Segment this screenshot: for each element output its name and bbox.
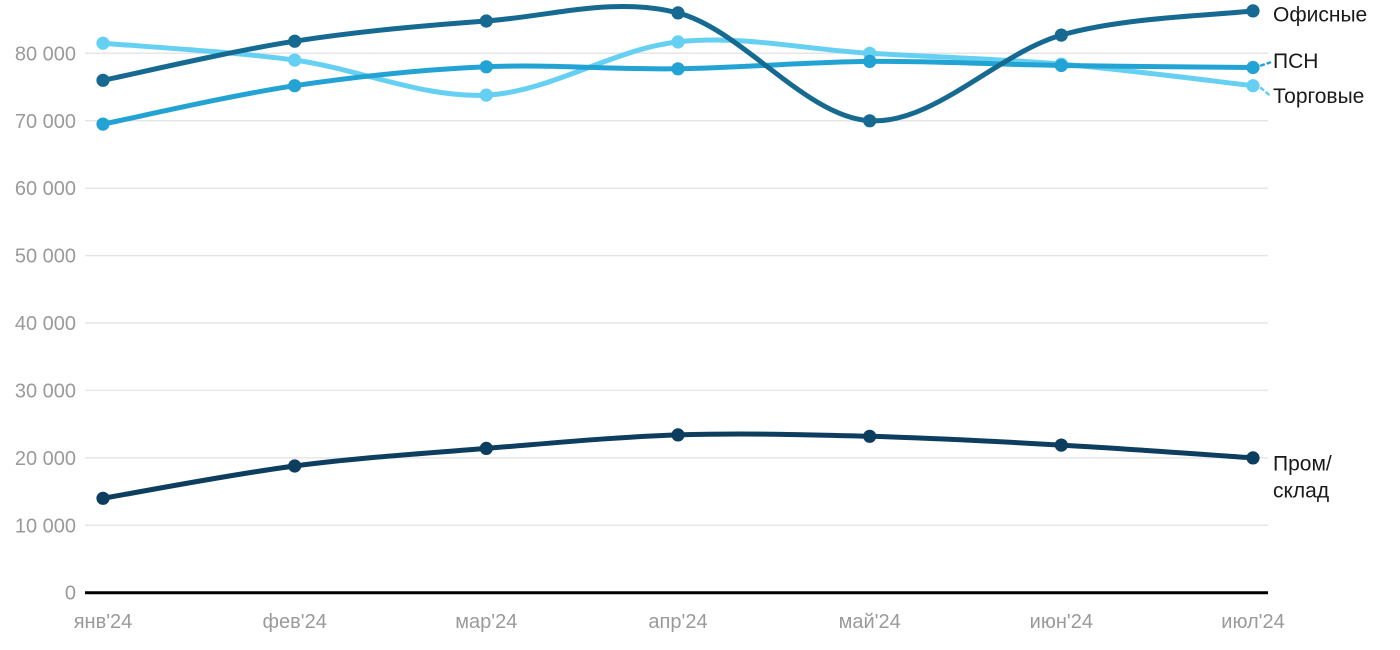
data-point[interactable] <box>96 491 110 505</box>
y-tick-label: 40 000 <box>15 313 76 335</box>
series-label: Офисные <box>1273 3 1367 26</box>
x-tick-label: янв'24 <box>74 611 133 633</box>
data-point[interactable] <box>671 62 685 76</box>
data-point[interactable] <box>1246 451 1260 465</box>
data-point[interactable] <box>288 459 302 473</box>
y-tick-label: 10 000 <box>15 515 76 537</box>
x-tick-label: июл'24 <box>1221 611 1284 633</box>
data-point[interactable] <box>288 34 302 48</box>
data-point[interactable] <box>1054 28 1068 42</box>
data-point[interactable] <box>1246 79 1260 93</box>
data-point[interactable] <box>1246 60 1260 75</box>
y-tick-label: 70 000 <box>15 111 76 133</box>
data-point[interactable] <box>671 428 685 442</box>
series-label: Торговые <box>1273 85 1364 108</box>
data-point[interactable] <box>863 429 877 443</box>
data-point[interactable] <box>671 6 685 20</box>
y-tick-label: 0 <box>65 583 76 605</box>
label-leader-line <box>1259 86 1272 97</box>
x-tick-label: мар'24 <box>455 611 517 633</box>
label-leader-line <box>1259 61 1272 67</box>
series-label: склад <box>1273 479 1329 502</box>
y-tick-label: 80 000 <box>15 43 76 65</box>
x-tick-label: июн'24 <box>1030 611 1093 633</box>
series-line-3 <box>100 431 1256 501</box>
data-point[interactable] <box>96 73 110 87</box>
data-point[interactable] <box>479 441 493 455</box>
data-point[interactable] <box>863 114 877 128</box>
data-point[interactable] <box>288 79 302 93</box>
x-tick-label: фев'24 <box>263 611 327 633</box>
data-point[interactable] <box>479 14 493 28</box>
series-label: ПСН <box>1273 50 1318 73</box>
series-label: Пром/ <box>1273 452 1332 475</box>
data-point[interactable] <box>96 117 110 131</box>
data-point[interactable] <box>1054 438 1068 452</box>
y-tick-label: 50 000 <box>15 246 76 268</box>
data-point[interactable] <box>479 88 493 102</box>
x-tick-label: май'24 <box>839 611 901 633</box>
data-point[interactable] <box>479 60 493 74</box>
data-point[interactable] <box>1246 4 1260 18</box>
data-point[interactable] <box>863 54 877 68</box>
data-point[interactable] <box>671 35 685 49</box>
data-point[interactable] <box>1054 58 1068 73</box>
y-tick-label: 30 000 <box>15 380 76 402</box>
data-point[interactable] <box>96 36 110 50</box>
y-tick-label: 60 000 <box>15 178 76 200</box>
data-point[interactable] <box>288 53 302 67</box>
x-tick-label: апр'24 <box>648 611 707 633</box>
y-tick-label: 20 000 <box>15 448 76 470</box>
